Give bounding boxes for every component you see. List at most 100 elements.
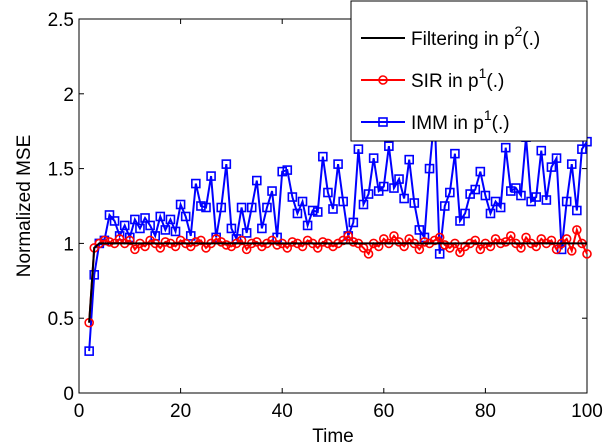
data-point [445,187,455,198]
data-point [99,235,110,246]
x-tick-label: 0 [74,401,85,422]
data-point [145,235,155,246]
data-point [104,237,115,247]
data-point [104,210,115,220]
data-point [185,231,196,241]
data-point [363,249,374,259]
data-point [378,75,388,85]
data-point [399,193,409,204]
data-point [145,220,155,231]
x-tick-label: 40 [272,401,293,422]
data-point [292,208,303,219]
data-point [175,235,186,246]
data-point [206,171,216,181]
data-point [216,237,227,247]
data-point [536,145,547,156]
series-filtering [88,242,587,323]
data-point [348,237,359,247]
data-point [572,205,582,216]
data-point [577,144,587,154]
data-point [175,199,186,210]
y-tick-label: 2.5 [48,10,74,31]
data-point [358,199,369,210]
data-point [414,225,425,235]
data-point [434,232,445,243]
data-point [257,241,267,252]
data-point [439,201,450,211]
data-point [196,201,206,211]
data-point [378,181,389,192]
data-point [485,208,496,219]
data-point [221,240,232,250]
data-point [394,174,404,184]
data-point [353,144,364,154]
data-point [368,153,379,163]
data-point [389,183,399,193]
data-point [312,207,323,217]
data-point [267,186,277,196]
y-tick-label: 1 [63,234,74,255]
data-point [384,141,394,151]
data-point [89,270,100,280]
data-point [505,186,516,196]
data-point [140,213,150,223]
ticks-layer: 0 20 40 60 80 100 0 0.5 1 1.5 2 2.5 [48,10,603,422]
data-point [140,241,150,252]
data-point [566,159,577,169]
data-point [460,241,470,252]
data-point [500,142,511,153]
data-point [236,235,247,246]
data-point [531,241,542,252]
data-point [155,211,166,222]
data-point [170,241,181,252]
data-point [297,241,308,252]
data-point [572,225,582,235]
data-point [470,235,481,246]
data-point [414,244,425,255]
x-tick-label: 60 [373,401,394,422]
data-point [561,196,572,207]
data-point [130,214,140,225]
data-point [257,223,267,234]
y-tick-label: 2 [63,85,74,106]
data-point [130,244,140,255]
data-point [455,216,465,226]
data-point [196,235,206,246]
data-point [551,153,562,163]
data-point [439,240,450,250]
y-tick-label: 1.5 [48,160,74,181]
data-point [460,208,470,219]
data-point [84,346,94,356]
data-point [165,214,176,225]
series-line [88,242,587,323]
data-point [500,237,511,247]
data-point [333,159,343,169]
data-point [191,237,201,247]
data-point [297,196,308,207]
data-point [363,189,374,199]
data-point [343,231,354,241]
y-tick-label: 0 [63,384,74,405]
data-point [282,165,293,175]
legend-item: Filtering in p2(.) [361,23,540,50]
data-point [302,235,313,246]
y-tick-label: 0.5 [48,309,74,330]
data-point [475,244,486,255]
data-point [434,249,445,259]
data-point [307,205,318,216]
data-point [170,226,181,237]
data-point [378,117,388,127]
data-point [409,198,420,208]
legend-item: SIR in p1(.) [361,65,504,92]
data-point [424,163,435,174]
x-tick-label: 80 [475,401,496,422]
data-point [226,241,237,252]
data-point [348,217,359,228]
data-point [566,246,577,256]
data-point [328,241,338,252]
data-point [191,178,201,189]
data-point [546,235,557,246]
data-point [551,244,562,255]
data-point [450,148,460,159]
data-point [277,166,288,177]
